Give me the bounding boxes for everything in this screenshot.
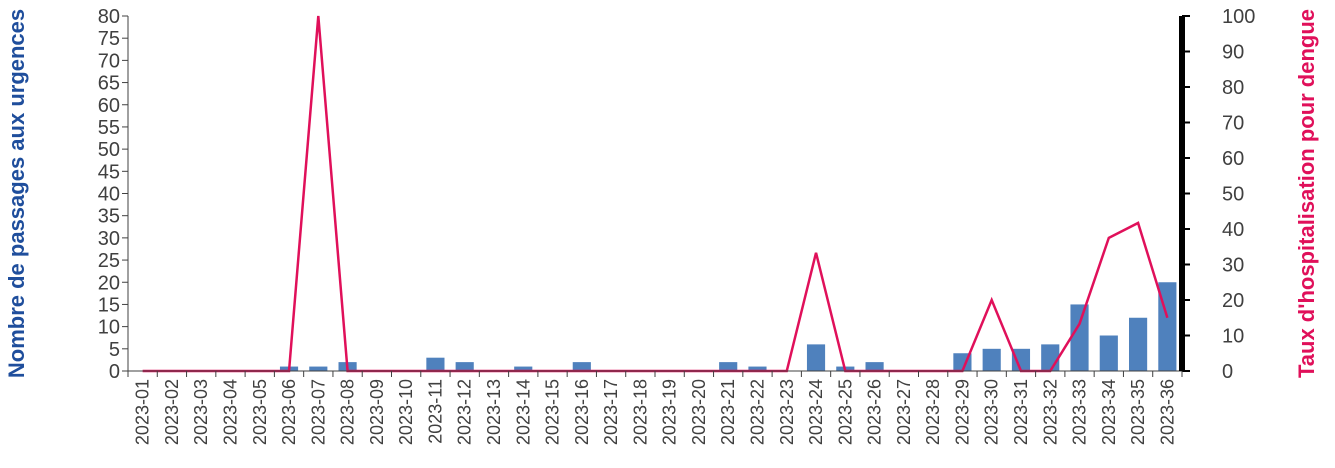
bar	[806, 344, 826, 371]
x-tick-label: 2023-13	[484, 379, 504, 445]
right-tick-label: 30	[1222, 255, 1244, 277]
x-tick-label: 2023-14	[513, 379, 533, 445]
right-y-ticks: 0 10 20 30 40 50 60 70 80 90 100	[1182, 6, 1255, 383]
x-tick-label: 2023-17	[601, 379, 621, 445]
left-tick-label: 75	[98, 28, 120, 50]
left-tick-label: 10	[98, 317, 120, 339]
x-tick-label: 2023-23	[777, 379, 797, 445]
left-tick-label: 60	[98, 95, 120, 117]
x-ticks: 2023-01 2023-02 2023-03 2023-04 2023-05 2023-…	[127, 371, 1183, 445]
bar	[1070, 304, 1089, 371]
right-tick-label: 40	[1222, 219, 1244, 241]
bar	[1129, 317, 1148, 371]
left-tick-label: 30	[98, 228, 120, 250]
x-tick-label: 2023-18	[630, 379, 650, 445]
left-tick-label: 70	[98, 50, 120, 72]
bar	[572, 362, 591, 371]
y2-axis-title: Taux d'hospitalisation pour dengue	[1294, 9, 1319, 378]
x-tick-label: 2023-02	[162, 379, 182, 445]
bar	[514, 366, 533, 371]
x-tick-label: 2023-27	[894, 379, 914, 445]
right-tick-label: 80	[1222, 77, 1244, 99]
x-tick-label: 2023-12	[455, 379, 475, 445]
right-tick-label: 90	[1222, 42, 1244, 64]
x-tick-label: 2023-32	[1040, 379, 1060, 445]
x-tick-label: 2023-06	[279, 379, 299, 445]
left-tick-label: 50	[98, 139, 120, 161]
left-tick-label: 35	[98, 206, 120, 228]
x-tick-label: 2023-31	[1011, 379, 1031, 445]
x-tick-label: 2023-34	[1099, 379, 1119, 445]
right-tick-label: 70	[1222, 113, 1244, 135]
x-tick-label: 2023-01	[133, 379, 153, 445]
x-tick-label: 2023-30	[982, 379, 1002, 445]
bar	[426, 357, 445, 371]
x-tick-label: 2023-09	[367, 379, 387, 445]
x-tick-label: 2023-03	[191, 379, 211, 445]
right-tick-label: 60	[1222, 148, 1244, 170]
x-tick-label: 2023-11	[425, 379, 445, 444]
bar	[1099, 335, 1118, 371]
x-tick-label: 2023-35	[1128, 379, 1148, 445]
bar	[982, 348, 1001, 371]
left-tick-label: 80	[98, 6, 120, 28]
x-tick-label: 2023-28	[923, 379, 943, 445]
bar	[719, 362, 738, 371]
x-tick-label: 2023-07	[308, 379, 328, 445]
bar	[748, 366, 767, 371]
left-tick-label: 0	[109, 361, 120, 383]
left-tick-label: 15	[98, 294, 120, 316]
bar	[1041, 344, 1060, 371]
right-tick-label: 100	[1222, 6, 1255, 28]
y-axis-title: Nombre de passages aux urgences	[4, 9, 29, 378]
x-tick-label: 2023-36	[1157, 379, 1177, 445]
right-tick-label: 0	[1222, 361, 1233, 383]
x-tick-label: 2023-26	[865, 379, 885, 445]
left-tick-label: 55	[98, 117, 120, 139]
right-tick-label: 20	[1222, 290, 1244, 312]
bar	[455, 362, 474, 371]
x-tick-label: 2023-15	[543, 379, 563, 445]
x-tick-label: 2023-25	[835, 379, 855, 445]
rate-line	[142, 15, 1169, 373]
left-tick-label: 5	[109, 339, 120, 361]
left-tick-label: 40	[98, 184, 120, 206]
x-tick-label: 2023-22	[747, 379, 767, 445]
bar	[1011, 348, 1031, 371]
right-tick-label: 50	[1222, 184, 1244, 206]
bar	[865, 362, 884, 371]
bar-series	[279, 282, 1177, 371]
x-tick-label: 2023-08	[338, 379, 358, 445]
left-tick-label: 45	[98, 161, 120, 183]
x-tick-label: 2023-05	[250, 379, 270, 445]
x-tick-label: 2023-04	[220, 379, 240, 445]
x-tick-label: 2023-20	[689, 379, 709, 445]
x-tick-label: 2023-16	[572, 379, 592, 445]
left-tick-label: 65	[98, 73, 120, 95]
x-tick-label: 2023-21	[718, 379, 738, 445]
bar	[309, 366, 328, 371]
left-tick-label: 25	[98, 250, 120, 272]
x-tick-label: 2023-19	[660, 379, 680, 445]
x-tick-label: 2023-29	[952, 379, 972, 445]
x-tick-label: 2023-10	[396, 379, 416, 445]
x-tick-label: 2023-33	[1070, 379, 1090, 445]
x-tick-label: 2023-24	[806, 379, 826, 445]
left-tick-label: 20	[98, 272, 120, 294]
right-tick-label: 10	[1222, 326, 1244, 348]
